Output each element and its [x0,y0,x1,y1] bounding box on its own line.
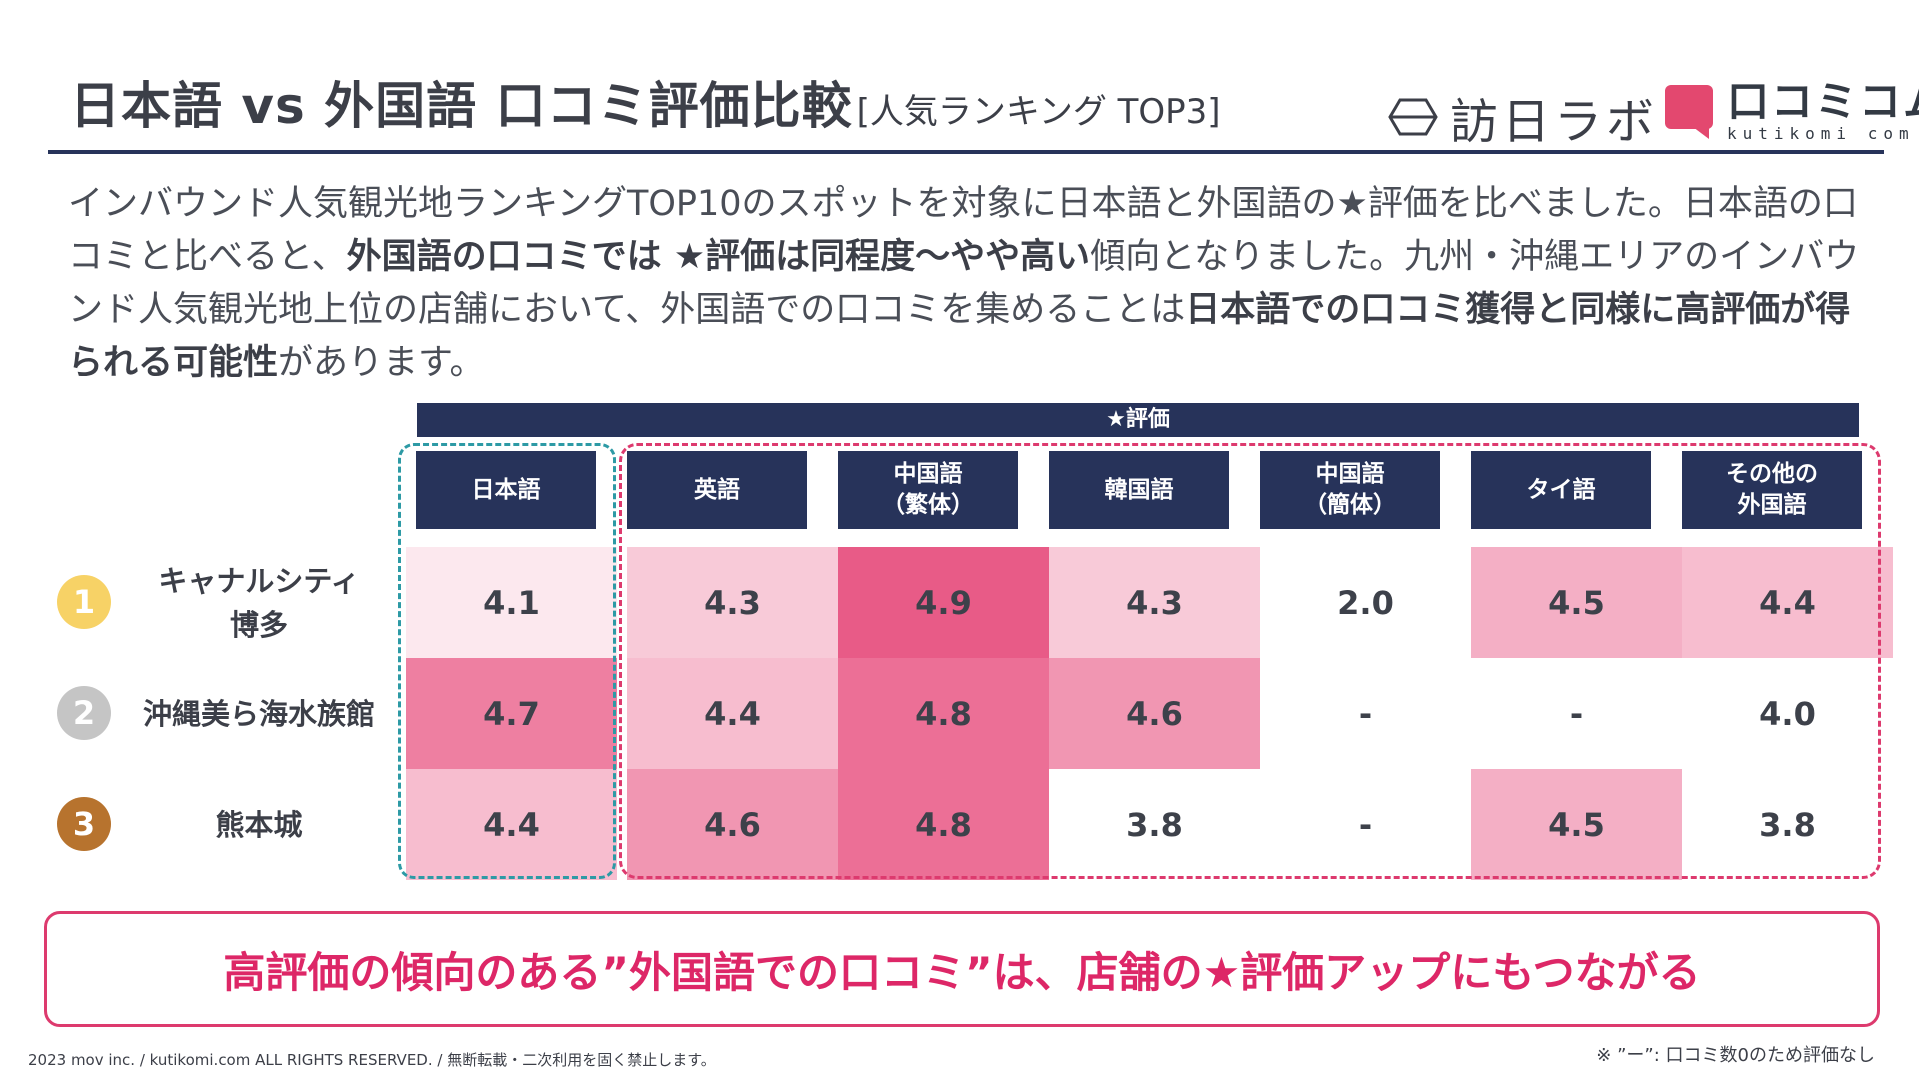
column-header: 中国語 （簡体） [1260,451,1440,529]
column-header: 日本語 [416,451,596,529]
footnote: ※ ”ー”: 口コミ数0のため評価なし [1596,1045,1875,1066]
rating-cell: 4.6 [627,769,838,880]
column-header: 英語 [627,451,807,529]
rating-cell: 3.8 [1682,769,1893,880]
rank-badge: 3 [57,797,111,851]
conclusion-callout: 高評価の傾向のある”外国語での口コミ”は、店舗の★評価アップにもつながる [44,911,1880,1027]
rating-cell: 2.0 [1260,547,1471,658]
rating-cell: 4.8 [838,658,1049,769]
rating-cell: 3.8 [1049,769,1260,880]
rating-header: ★評価 [417,403,1859,437]
rating-cell: 4.9 [838,547,1049,658]
rating-cell: 4.5 [1471,769,1682,880]
foreign-group-outline [619,443,1881,879]
houjin-labo-mark-icon [1388,98,1438,136]
description-emphasis: 日本語での口コミ獲得と同様に高評価が得られる可能性 [68,290,1851,383]
houjin-labo-logo-text: 訪日ラボ [1450,94,1659,150]
rating-cell: - [1260,769,1471,880]
rating-cell: - [1260,658,1471,769]
japanese-group-outline [398,443,616,879]
copyright-footer: 2023 mov inc. / kutikomi.com ALL RIGHTS … [28,1051,716,1069]
rating-cell: 4.3 [1049,547,1260,658]
kutikomi-logo: 口コミコム kutikomi com [1665,80,1919,143]
page-title-main: 日本語 vs 外国語 口コミ評価比較 [70,77,853,135]
rating-cell: 4.1 [406,547,617,658]
rating-cell: 4.8 [838,769,1049,880]
page-title: 日本語 vs 外国語 口コミ評価比較 [人気ランキング TOP3] [70,66,1221,138]
kutikomi-logo-roman: kutikomi com [1727,124,1915,143]
column-header: 韓国語 [1049,451,1229,529]
spot-name: 熊本城 [215,807,303,842]
rating-cell: 4.0 [1682,658,1893,769]
rating-cell: 4.7 [406,658,617,769]
rating-cell: 4.5 [1471,547,1682,658]
rating-cell: 4.4 [1682,547,1893,658]
description-emphasis: 外国語の口コミでは ★評価は同程度〜やや高い [346,237,1091,277]
description-text: があります。 [278,343,485,383]
column-header: その他の 外国語 [1682,451,1862,529]
houjin-labo-logo: 訪日ラボ [1388,82,1658,152]
rating-cell: 4.3 [627,547,838,658]
spot-name: 沖縄美ら海水族館 [142,696,375,731]
rating-cell: 4.6 [1049,658,1260,769]
spot-name: キャナルシティ 博多 [158,563,360,642]
rating-cell: - [1471,658,1682,769]
rating-cell: 4.4 [627,658,838,769]
page-subtitle: [人気ランキング TOP3] [856,92,1221,132]
kutikomi-logo-text: 口コミコム [1727,77,1919,126]
speech-bubble-icon [1665,84,1713,139]
description-text: 傾向となりました。九州・沖縄エリアのインバウンド人気観光地上位の店舗において、外… [68,237,1860,330]
rank-badge: 1 [57,575,111,629]
rank-badge: 2 [57,686,111,740]
description-paragraph: インバウンド人気観光地ランキングTOP10のスポットを対象に日本語と外国語の★評… [68,178,1868,390]
column-header: タイ語 [1471,451,1651,529]
column-header: 中国語 （繁体） [838,451,1018,529]
description-text: インバウンド人気観光地ランキングTOP10のスポットを対象に日本語と外国語の★評… [68,184,1858,277]
title-divider [48,150,1884,154]
rating-cell: 4.4 [406,769,617,880]
